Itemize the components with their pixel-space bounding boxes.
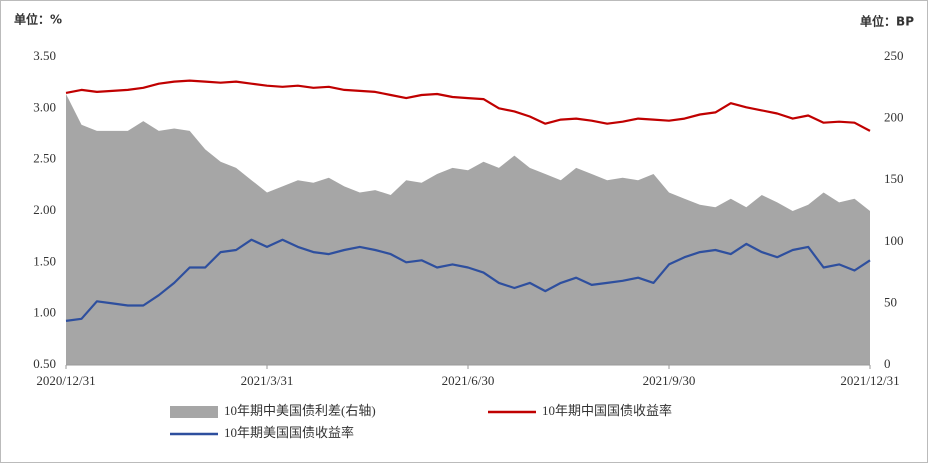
legend-swatch: [170, 406, 218, 418]
y-tick-label: 1.50: [33, 253, 56, 268]
line: [65, 79, 871, 132]
line: [65, 238, 871, 322]
x-tick-label: 2021/9/30: [643, 373, 696, 388]
legend-label: 10年期美国国债收益率: [224, 425, 354, 440]
y2-unit-label: 单位：BP: [860, 14, 914, 29]
legend-label: 10年期中美国债利差(右轴): [224, 403, 376, 418]
y2-tick-label: 200: [884, 110, 904, 125]
y-tick-label: 1.00: [33, 305, 56, 320]
x-tick-label: 2020/12/31: [36, 373, 95, 388]
y2-tick-label: 100: [884, 233, 904, 248]
y2-tick-label: 250: [884, 48, 904, 63]
y2-tick-label: 0: [884, 356, 891, 371]
y2-tick-label: 50: [884, 294, 897, 309]
y-unit-label: 单位：%: [14, 12, 62, 27]
y2-tick-label: 150: [884, 171, 904, 186]
x-tick-label: 2021/3/31: [241, 373, 294, 388]
legend-label: 10年期中国国债收益率: [542, 403, 672, 418]
y-tick-label: 2.50: [33, 151, 56, 166]
x-tick-label: 2021/6/30: [442, 373, 495, 388]
x-tick-label: 2021/12/31: [840, 373, 899, 388]
area: [66, 94, 870, 365]
y-tick-label: 3.50: [33, 48, 56, 63]
y-tick-label: 0.50: [33, 356, 56, 371]
y-tick-label: 3.00: [33, 99, 56, 114]
y-tick-label: 2.00: [33, 202, 56, 217]
